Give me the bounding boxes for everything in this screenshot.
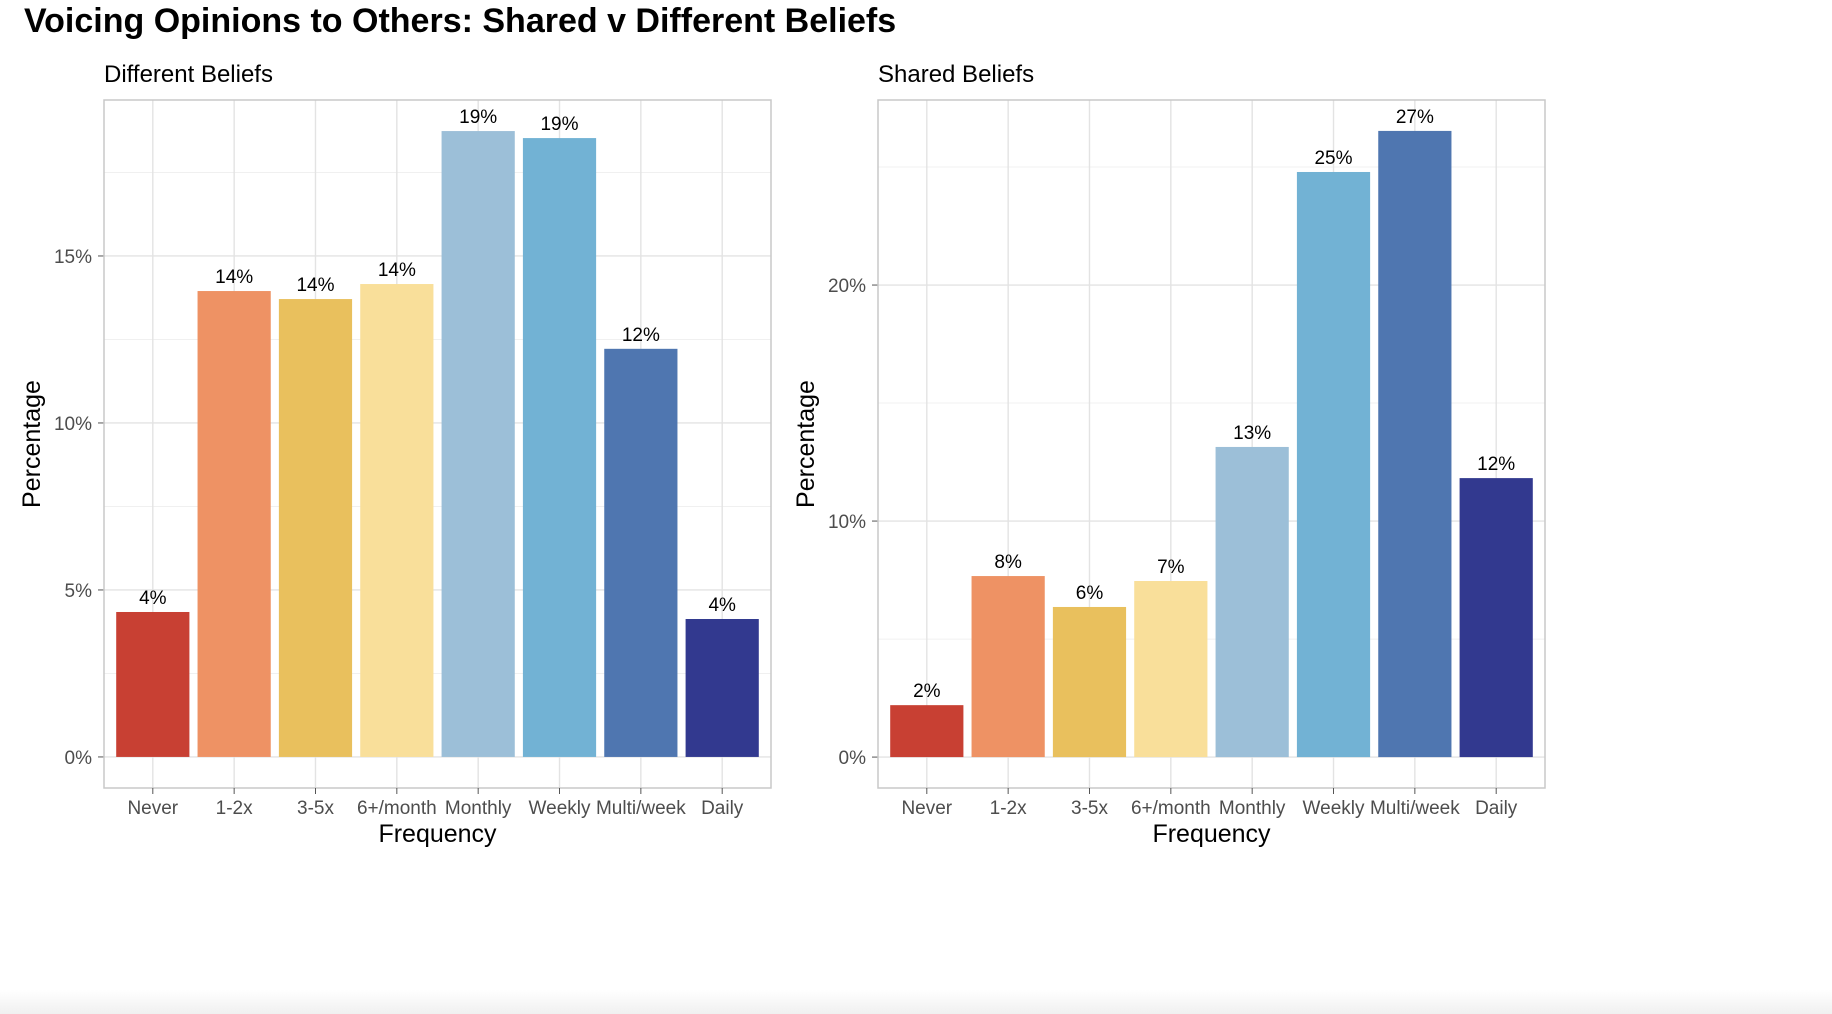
different-data-label: 12% (622, 325, 660, 346)
shared-x-tick-label: 1-2x (990, 798, 1027, 819)
different-bar-daily (685, 619, 759, 757)
different-data-label: 4% (139, 588, 167, 609)
different-bar-never (116, 611, 190, 757)
different-y-tick-label: 5% (65, 581, 93, 602)
different-y-tick-label: 15% (54, 247, 92, 268)
different-x-axis-title: Frequency (378, 820, 497, 848)
shared-data-label: 8% (994, 552, 1022, 573)
shared-panel-border (877, 99, 1546, 789)
shared-data-label: 6% (1076, 583, 1104, 604)
different-x-tick-label: Multi/week (596, 798, 686, 819)
shared-y-tick-label: 10% (828, 512, 866, 533)
different-data-label: 19% (540, 114, 578, 135)
shared-y-tick-label: 0% (839, 748, 867, 769)
different-bar-3-5x (278, 299, 353, 757)
different-x-tick-label: 6+/month (357, 798, 437, 819)
different-x-tick-label: Daily (701, 798, 744, 819)
different-panel-title: Different Beliefs (104, 61, 273, 88)
shared-bar-monthly (1215, 446, 1289, 758)
different-data-label: 19% (459, 107, 497, 128)
shared-bar-weekly (1296, 171, 1371, 758)
shared-bar-3-5x (1052, 606, 1127, 758)
shared-x-tick-label: 6+/month (1131, 798, 1211, 819)
shared-panel-title: Shared Beliefs (878, 61, 1034, 88)
shared-y-tick-label: 20% (828, 276, 866, 297)
shared-y-axis-title: Percentage (792, 380, 820, 508)
shared-data-label: 27% (1396, 107, 1434, 128)
shared-bar-1-2x (971, 576, 1045, 758)
shared-x-tick-label: Never (901, 798, 952, 819)
shared-x-tick-label: Weekly (1303, 798, 1365, 819)
different-x-tick-label: Weekly (529, 798, 591, 819)
different-bar-monthly (441, 131, 515, 757)
shared-x-axis-title: Frequency (1152, 820, 1271, 848)
shared-bar-multi-week (1378, 130, 1452, 758)
different-x-tick-label: Never (127, 798, 178, 819)
shared-data-label: 7% (1157, 557, 1185, 578)
shared-data-label: 2% (913, 681, 941, 702)
different-bar-6-month (360, 284, 434, 757)
shared-x-tick-label: Daily (1475, 798, 1518, 819)
shared-data-label: 25% (1314, 148, 1352, 169)
different-x-tick-label: Monthly (445, 798, 512, 819)
figure-title: Voicing Opinions to Others: Shared v Dif… (24, 2, 897, 40)
different-bar-weekly (522, 138, 597, 757)
different-data-label: 14% (215, 267, 253, 288)
different-bar-1-2x (197, 291, 271, 757)
shared-bar-6-month (1134, 581, 1208, 758)
shared-bar-daily (1459, 478, 1533, 758)
different-data-label: 4% (708, 595, 736, 616)
different-x-tick-label: 1-2x (216, 798, 253, 819)
shared-data-label: 13% (1233, 423, 1271, 444)
shared-bar-never (890, 705, 964, 758)
shared-x-tick-label: Multi/week (1370, 798, 1460, 819)
different-y-axis-title: Percentage (18, 380, 46, 508)
different-panel-border (103, 99, 772, 789)
different-bar-multi-week (604, 348, 678, 757)
different-data-label: 14% (296, 275, 334, 296)
shared-data-label: 12% (1477, 454, 1515, 475)
different-data-label: 14% (378, 260, 416, 281)
shared-x-tick-label: 3-5x (1071, 798, 1108, 819)
different-y-tick-label: 10% (54, 414, 92, 435)
different-x-tick-label: 3-5x (297, 798, 334, 819)
shared-x-tick-label: Monthly (1219, 798, 1286, 819)
bottom-edge (0, 990, 1832, 1014)
different-y-tick-label: 0% (65, 748, 93, 769)
